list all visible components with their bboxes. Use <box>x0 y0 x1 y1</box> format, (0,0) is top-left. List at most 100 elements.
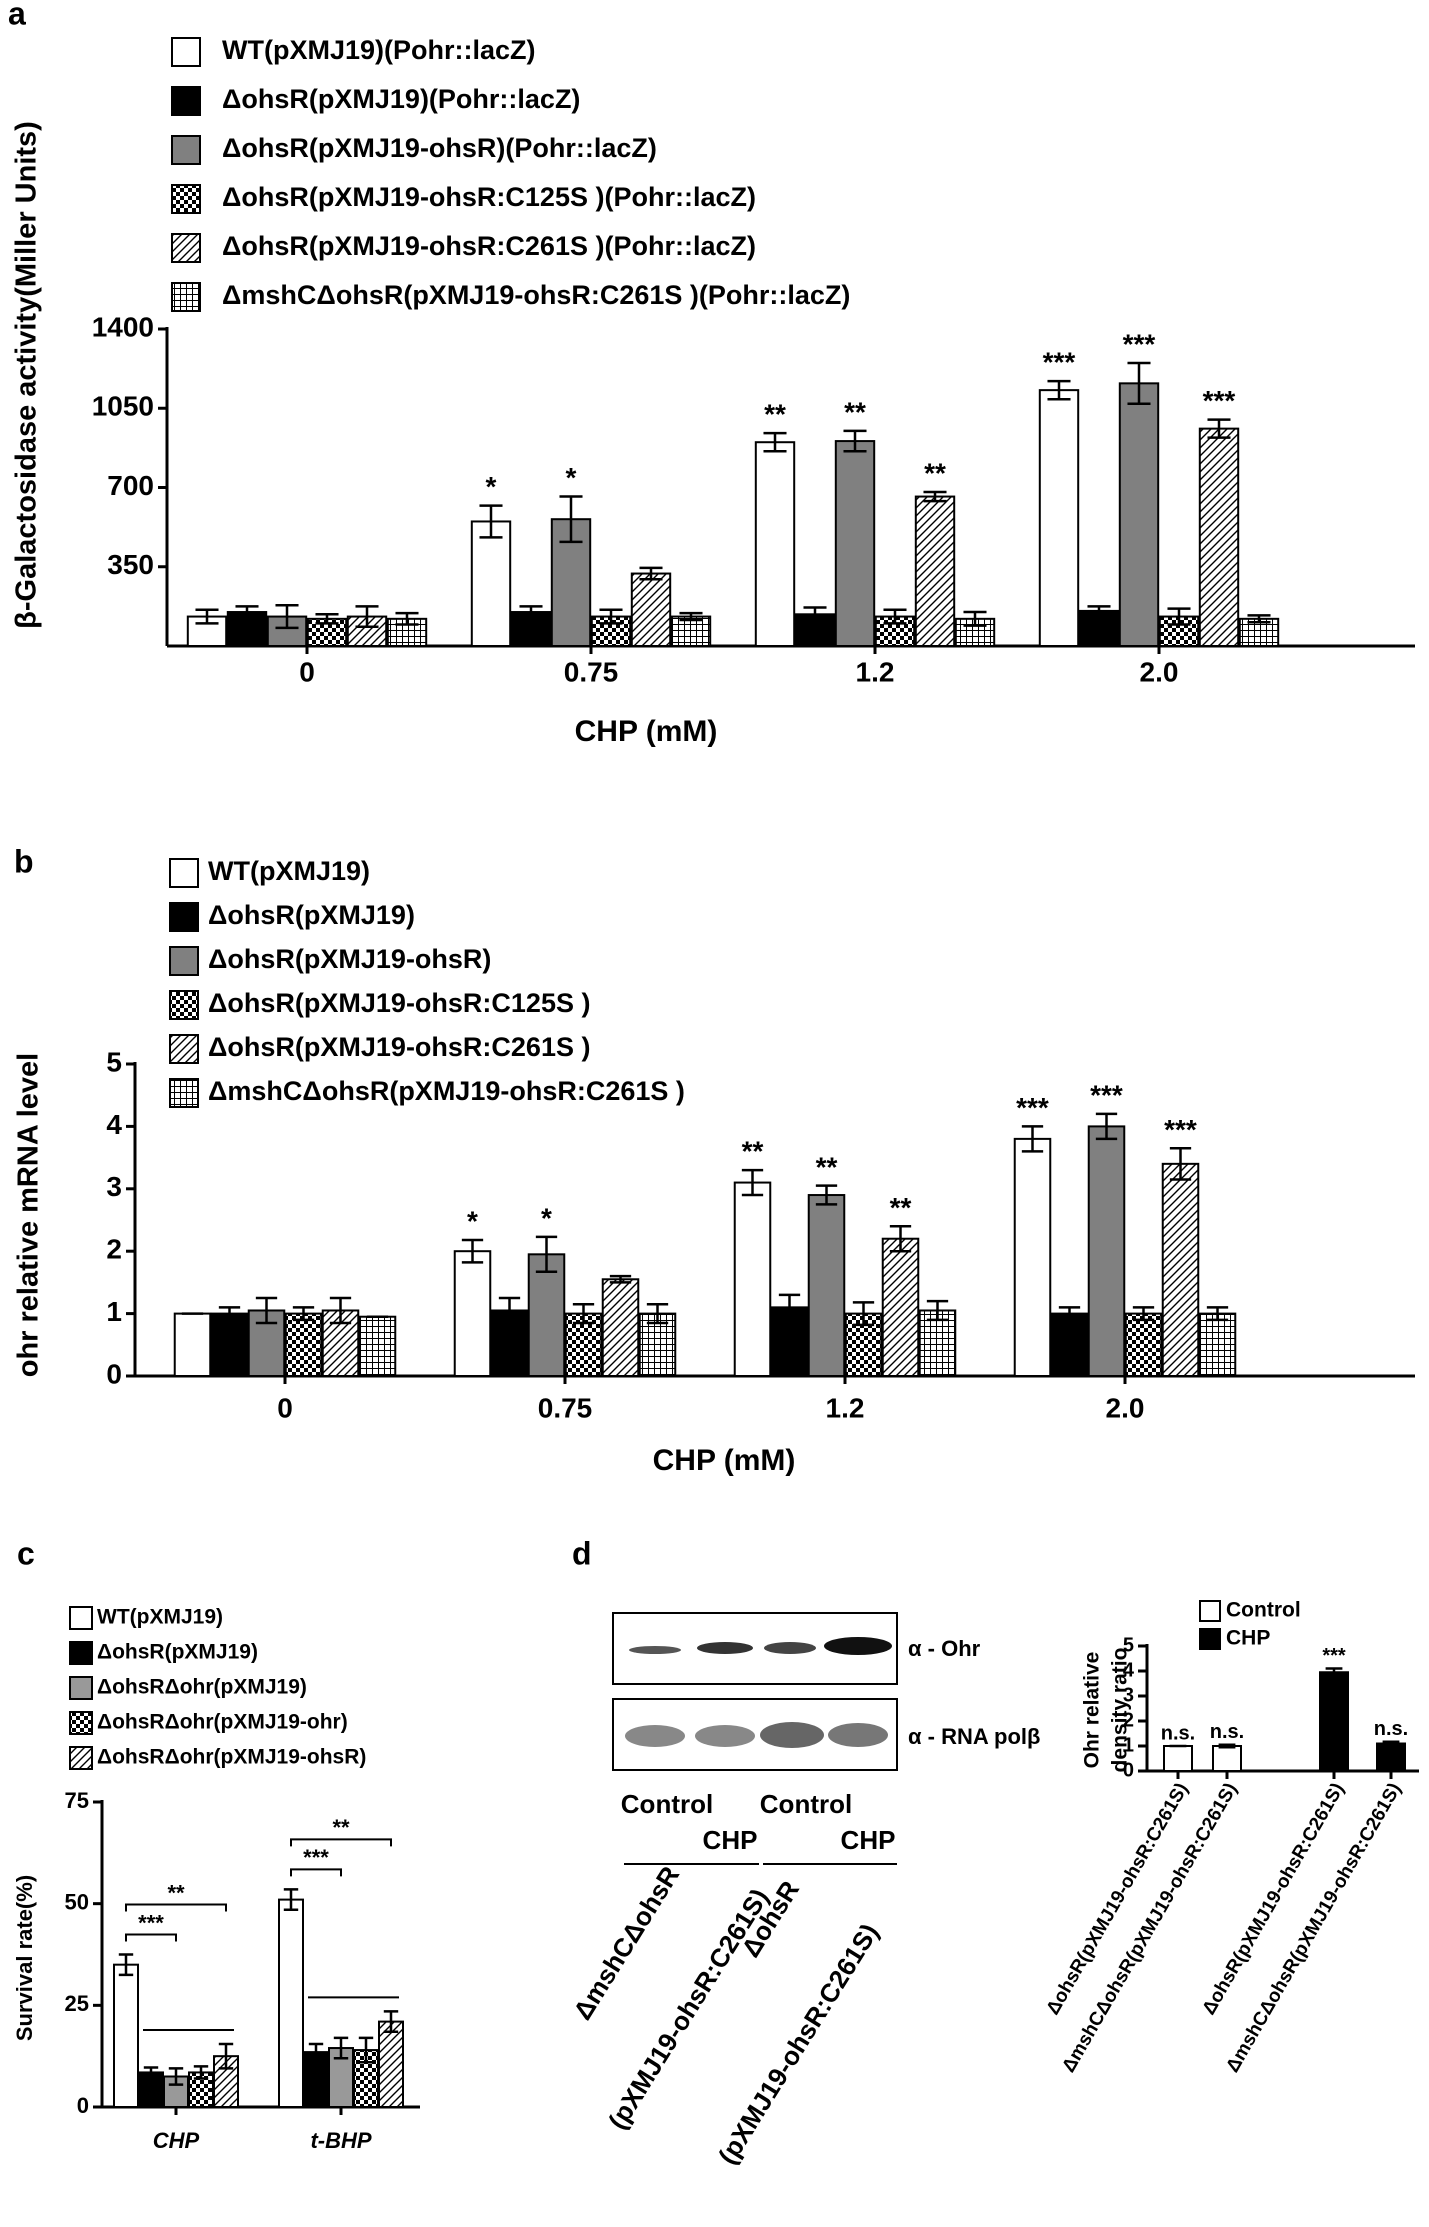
bar <box>378 2020 404 2108</box>
y-tick-label: 5 <box>1123 1634 1134 1656</box>
legend-swatch <box>169 902 199 932</box>
y-tick-label: 0 <box>1123 1759 1134 1781</box>
legend-label: ΔohsR(pXMJ19) <box>97 1641 258 1664</box>
error-bar <box>923 490 947 503</box>
panel-label: c <box>17 1535 35 1571</box>
bar <box>278 1898 304 2108</box>
error-bar <box>815 1184 838 1206</box>
panel-label: d <box>572 1535 592 1571</box>
error-bar <box>1206 1306 1229 1322</box>
blot-label: α - Ohr <box>908 1636 981 1661</box>
y-tick-label: 1 <box>106 1296 122 1327</box>
lane-label: Control <box>621 1789 713 1819</box>
x-axis-title: CHP (mM) <box>653 1444 796 1477</box>
x-tick-label: 1.2 <box>826 1392 865 1423</box>
significance-label: * <box>467 1206 478 1237</box>
bracket-label: *** <box>303 1845 329 1870</box>
legend-label: ΔmshCΔohsR(pXMJ19-ohsR:C261S ) <box>208 1076 685 1106</box>
bar <box>914 495 956 647</box>
error-bar <box>1058 1306 1081 1322</box>
error-bar <box>168 2067 184 2086</box>
legend-swatch <box>171 184 201 214</box>
legend-swatch <box>69 1641 93 1665</box>
legend-swatch <box>171 86 201 116</box>
bracket-label: ** <box>332 1815 350 1840</box>
legend-label: ΔohsRΔohr(pXMJ19) <box>97 1676 307 1699</box>
panel-label: a <box>8 0 26 31</box>
legend-label: CHP <box>1226 1627 1270 1650</box>
bar <box>527 1253 566 1377</box>
bracket <box>290 1838 392 1847</box>
y-tick-label: 0 <box>106 1358 122 1389</box>
x-tick-label: 0 <box>299 656 315 687</box>
significance-label: ** <box>844 396 866 427</box>
bar <box>1198 1312 1237 1377</box>
significance-label: *** <box>1016 1092 1049 1123</box>
error-bar <box>639 566 663 581</box>
bar <box>386 617 428 647</box>
legend-swatch <box>171 233 201 263</box>
y-tick-label: 3 <box>1123 1684 1134 1706</box>
x-tick-label: 0 <box>277 1392 293 1423</box>
legend-swatch <box>169 858 199 888</box>
error-bar <box>1132 1306 1155 1322</box>
lane-label: CHP <box>703 1825 758 1855</box>
bracket-label: ** <box>167 1880 185 1905</box>
significance-label: * <box>541 1202 552 1233</box>
legend-label: ΔohsR(pXMJ19) <box>208 900 415 930</box>
bracket <box>290 1868 342 1877</box>
legend-label: WT(pXMJ19)(Pohr::lacZ) <box>222 35 536 65</box>
error-bar <box>1207 418 1231 439</box>
significance-label: *** <box>1090 1080 1123 1111</box>
blot-band <box>760 1722 824 1748</box>
legend-label: WT(pXMJ19) <box>97 1606 223 1629</box>
error-bar <box>315 613 339 625</box>
bar <box>1212 1745 1242 1772</box>
error-bar <box>519 605 543 619</box>
error-bar <box>803 606 827 623</box>
significance-label: n.s. <box>1210 1721 1244 1743</box>
error-bar <box>889 1224 912 1253</box>
error-bar <box>1247 614 1271 624</box>
strain-label: ΔmshCΔohsR <box>567 1861 685 2025</box>
legend-label: ΔmshCΔohsR(pXMJ19-ohsR:C261S )(Pohr::lac… <box>222 280 850 310</box>
y-tick-label: 50 <box>65 1889 89 1914</box>
error-bar <box>599 608 623 625</box>
error-bar <box>383 2010 399 2034</box>
error-bar <box>329 1296 352 1325</box>
y-tick-label: 3 <box>106 1171 122 1202</box>
y-tick-label: 350 <box>107 549 154 580</box>
legend-label: ΔohsR(pXMJ19)(Pohr::lacZ) <box>222 84 580 114</box>
legend-swatch <box>1199 1628 1221 1650</box>
bar <box>306 617 348 647</box>
x-tick-label: 2.0 <box>1106 1392 1145 1423</box>
legend-label: ΔohsR(pXMJ19-ohsR:C261S ) <box>208 1032 590 1062</box>
legend-label: ΔohsR(pXMJ19-ohsR:C125S )(Pohr::lacZ) <box>222 182 756 212</box>
error-bar <box>218 1306 241 1322</box>
bar <box>754 441 796 648</box>
y-axis-title: β-Galactosidase activity(Miller Units) <box>11 121 43 629</box>
bar <box>358 1315 397 1377</box>
y-tick-label: 0 <box>77 2093 89 2118</box>
legend-swatch <box>171 282 201 312</box>
blot-band <box>824 1637 892 1655</box>
significance-label: *** <box>1164 1114 1197 1145</box>
error-bar <box>535 1235 558 1274</box>
bar <box>918 1309 957 1377</box>
bracket <box>125 1933 177 1942</box>
error-bar <box>479 504 503 539</box>
significance-label: *** <box>1123 329 1156 360</box>
error-bar <box>1047 379 1071 401</box>
bar <box>210 1312 249 1377</box>
x-tick-label: 0.75 <box>564 656 619 687</box>
bracket <box>125 1903 227 1912</box>
significance-label: * <box>566 462 577 493</box>
error-bar <box>852 1301 875 1327</box>
error-bar <box>218 2042 234 2070</box>
error-bar <box>572 1302 595 1325</box>
bar <box>1161 1162 1200 1377</box>
legend-label: ΔohsRΔohr(pXMJ19-ohr) <box>97 1711 348 1734</box>
error-bar <box>275 603 299 630</box>
y-tick-label: 5 <box>106 1046 122 1077</box>
y-axis-title: Ohr relative <box>1081 1652 1104 1769</box>
